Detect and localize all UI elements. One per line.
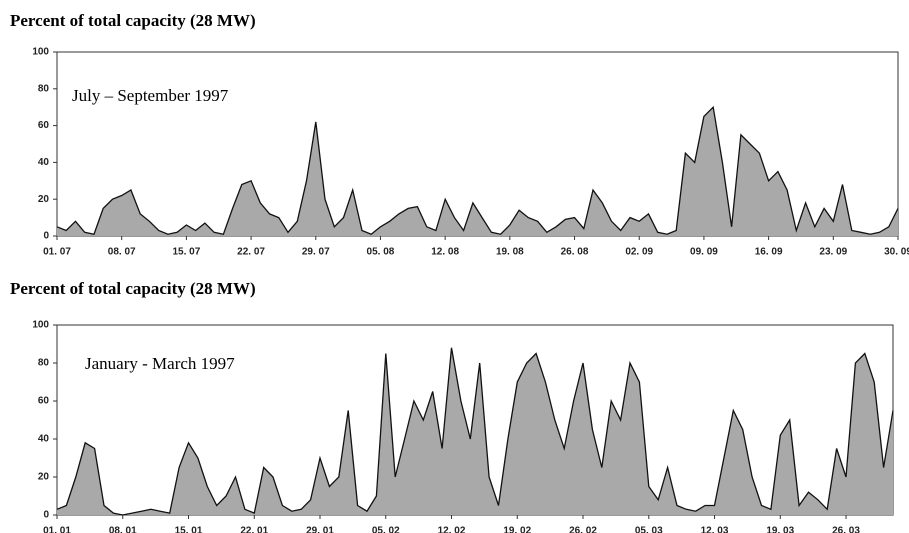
x-tick-label: 19. 02	[503, 526, 531, 533]
x-tick-label: 30. 09	[884, 247, 909, 258]
chart-title: Percent of total capacity (28 MW)	[10, 11, 256, 30]
annotation: January - March 1997	[85, 354, 235, 373]
y-tick-label: 20	[38, 194, 50, 205]
x-tick-label: 22. 07	[237, 247, 265, 258]
y-tick-label: 40	[38, 157, 50, 168]
y-tick-label: 40	[38, 434, 50, 445]
x-tick-label: 12. 03	[701, 526, 729, 533]
x-tick-label: 23. 09	[819, 247, 847, 258]
y-tick-label: 20	[38, 472, 50, 483]
x-tick-label: 16. 09	[755, 247, 783, 258]
x-tick-label: 05. 03	[635, 526, 663, 533]
y-tick-label: 80	[38, 358, 50, 369]
x-tick-label: 22. 01	[240, 526, 268, 533]
chart-title: Percent of total capacity (28 MW)	[10, 279, 256, 298]
x-tick-label: 19. 03	[766, 526, 794, 533]
x-tick-label: 08. 01	[109, 526, 137, 533]
y-tick-label: 0	[43, 231, 49, 242]
x-tick-label: 09. 09	[690, 247, 718, 258]
x-tick-label: 26. 08	[561, 247, 589, 258]
x-tick-label: 12. 08	[431, 247, 459, 258]
x-tick-label: 01. 01	[43, 526, 71, 533]
x-tick-label: 01. 07	[43, 247, 71, 258]
area-line	[56, 347, 894, 516]
x-tick-label: 26. 02	[569, 526, 597, 533]
y-tick-label: 100	[32, 47, 49, 58]
area-fill	[57, 107, 898, 236]
x-tick-label: 26. 03	[832, 526, 860, 533]
annotation: July – September 1997	[72, 86, 229, 105]
area-line	[56, 105, 899, 235]
x-tick-label: 19. 08	[496, 247, 524, 258]
x-tick-label: 12. 02	[438, 526, 466, 533]
x-tick-label: 08. 07	[108, 247, 136, 258]
x-tick-label: 02. 09	[625, 247, 653, 258]
x-tick-label: 05. 08	[367, 247, 395, 258]
area-fill	[57, 347, 893, 515]
x-tick-label: 15. 01	[175, 526, 203, 533]
x-tick-label: 05. 02	[372, 526, 400, 533]
y-tick-label: 60	[38, 396, 50, 407]
x-tick-label: 29. 01	[306, 526, 334, 533]
y-tick-label: 0	[43, 510, 49, 521]
x-tick-label: 29. 07	[302, 247, 330, 258]
y-tick-label: 80	[38, 83, 50, 94]
y-tick-label: 60	[38, 120, 50, 131]
x-tick-label: 15. 07	[172, 247, 200, 258]
y-tick-label: 100	[32, 320, 49, 331]
